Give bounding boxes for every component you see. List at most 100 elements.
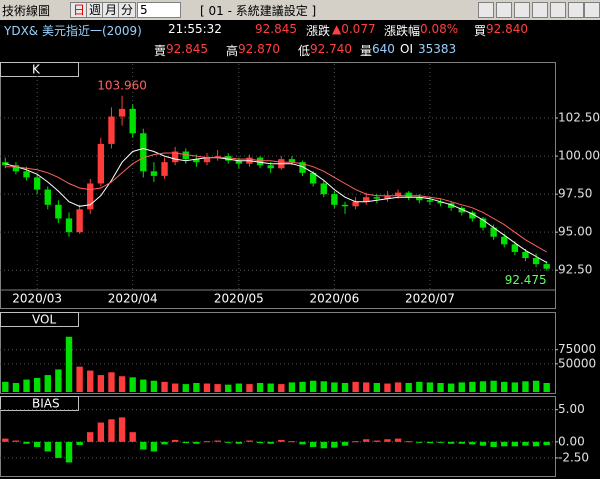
bar: [118, 417, 126, 442]
bar: [225, 441, 232, 443]
candle-body: [426, 200, 434, 202]
bar: [501, 441, 508, 447]
bid: 92.840: [486, 22, 528, 36]
tool-button[interactable]: [514, 2, 530, 18]
candle-body: [511, 244, 519, 252]
tool-button[interactable]: [550, 2, 566, 18]
annotation: 92.475: [505, 273, 547, 287]
moving-average: [5, 152, 547, 253]
candle-body: [76, 209, 83, 233]
bar: [108, 372, 115, 392]
bar: [214, 440, 221, 442]
bar: [87, 370, 94, 392]
bar: [320, 441, 327, 449]
pct-label: 漲跌幅: [384, 24, 421, 38]
bar: [352, 381, 359, 392]
candle-body: [469, 212, 476, 219]
bar: [437, 441, 444, 443]
bar: [140, 379, 147, 392]
bar: [331, 382, 338, 392]
bar: [532, 441, 540, 447]
bar: [363, 439, 370, 442]
bar: [299, 441, 306, 445]
bar: [522, 381, 529, 392]
y-tick-label: 5.00: [558, 402, 585, 416]
candle-body: [193, 159, 200, 163]
bar: [373, 382, 381, 392]
candle-body: [501, 236, 508, 245]
bar: [12, 382, 20, 392]
bar: [76, 366, 83, 392]
candle-body: [288, 159, 296, 163]
ask-label: 賣: [154, 44, 167, 58]
moving-average: [5, 147, 547, 264]
bar: [129, 432, 136, 442]
bar: [2, 381, 9, 392]
candle-body: [256, 157, 264, 166]
y-tick-label: 97.50: [558, 187, 592, 201]
candle-body: [373, 197, 381, 199]
y-tick-label: 102.50: [558, 111, 600, 125]
candle-body: [65, 218, 73, 233]
tool-button[interactable]: [568, 2, 584, 18]
bar: [76, 441, 83, 446]
candle-body: [405, 192, 412, 198]
bar: [235, 441, 243, 444]
low-label: 低: [298, 44, 311, 58]
bar: [437, 382, 444, 392]
bar: [469, 381, 476, 392]
high-label: 高: [226, 44, 239, 58]
bar: [363, 382, 370, 392]
panel-label: K: [32, 63, 41, 77]
x-tick-label: 2020/05: [214, 292, 264, 306]
y-tick-label: -2.50: [558, 450, 589, 464]
candle-body: [532, 258, 540, 265]
bar: [405, 441, 412, 443]
bar: [256, 441, 264, 444]
bar: [171, 383, 179, 392]
oi: 35383: [418, 42, 457, 56]
y-tick-label: 95.00: [558, 225, 592, 239]
candle-body: [235, 160, 243, 164]
bar: [384, 439, 391, 442]
bar: [394, 438, 402, 442]
bar: [33, 441, 41, 447]
ask: 92.845: [166, 42, 208, 56]
bar: [12, 440, 20, 442]
bar: [416, 381, 423, 392]
low: 92.740: [310, 42, 352, 56]
candle-body: [203, 157, 211, 163]
panel-label-box: [0, 62, 79, 77]
bar: [267, 441, 274, 444]
bar: [23, 441, 30, 444]
y-tick-label: 100.00: [558, 149, 600, 163]
x-tick-label: 2020/06: [309, 292, 359, 306]
candle-body: [490, 227, 497, 237]
setting[interactable]: [ 01 - 系統建議設定 ]: [200, 4, 317, 18]
tool-button[interactable]: [478, 2, 494, 18]
bar: [55, 369, 62, 392]
bar: [97, 375, 105, 392]
bar: [193, 441, 200, 444]
bar: [150, 441, 158, 452]
bar: [447, 441, 455, 444]
bar: [479, 381, 487, 392]
period-minute[interactable]: 分: [118, 2, 137, 18]
bar: [479, 441, 487, 446]
candle-body: [447, 203, 455, 208]
bar: [108, 419, 115, 442]
tool-button[interactable]: [532, 2, 548, 18]
symbol: YDX& 美元指近一(2009): [4, 24, 142, 38]
tool-button[interactable]: [496, 2, 512, 18]
candle-body: [522, 251, 529, 259]
minute-select[interactable]: 5: [137, 2, 181, 18]
bar: [490, 380, 497, 392]
bar: [129, 377, 136, 392]
candle-body: [331, 194, 338, 205]
candle-body: [161, 162, 168, 176]
bar: [118, 376, 126, 392]
candle-body: [458, 207, 465, 213]
candle-body: [384, 195, 391, 199]
bar: [352, 441, 359, 443]
